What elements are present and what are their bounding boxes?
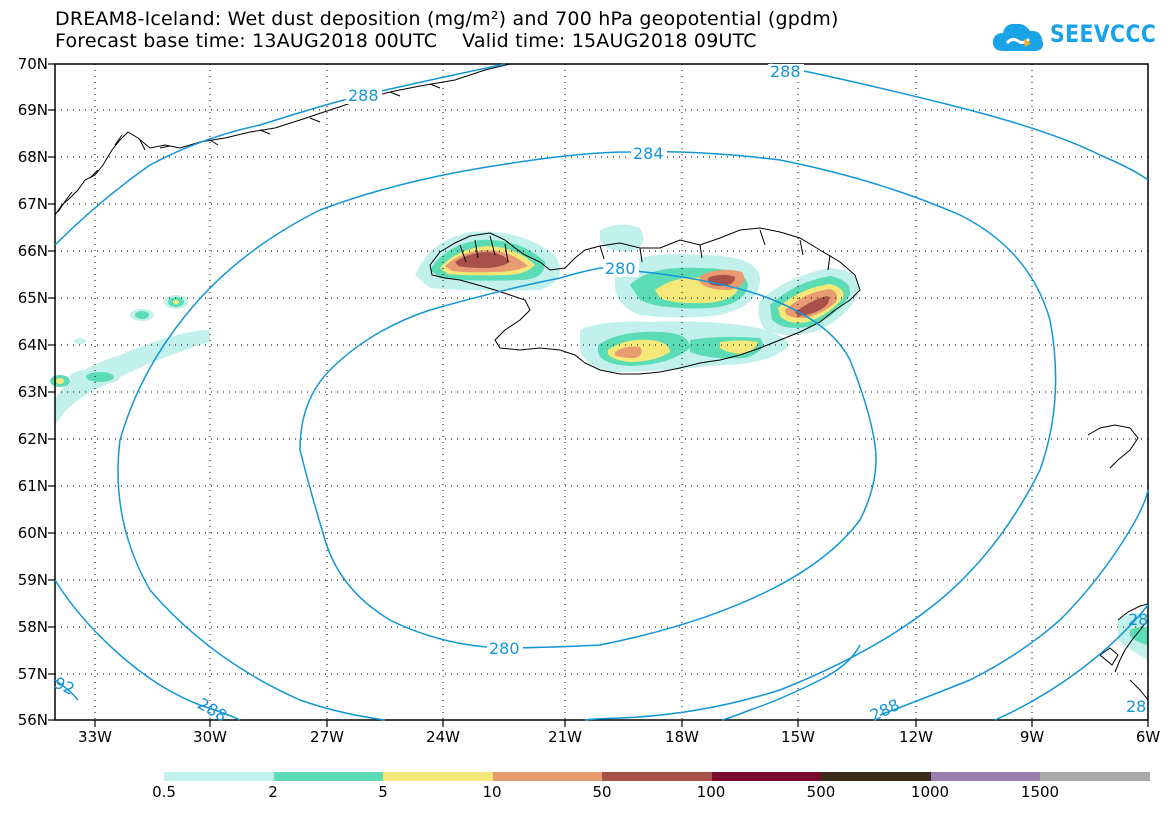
- lon-label: 21W: [548, 728, 582, 746]
- lat-label: 67N: [17, 195, 48, 213]
- legend-swatch: [602, 772, 712, 781]
- coastlines: [54, 63, 1149, 701]
- lon-label: 18W: [665, 728, 699, 746]
- lat-label: 61N: [17, 477, 48, 495]
- lon-label: 30W: [193, 728, 227, 746]
- contour-label: 288: [194, 694, 230, 726]
- lon-label: 33W: [78, 728, 112, 746]
- lat-label: 69N: [17, 101, 48, 119]
- axis-ticks: [48, 63, 1149, 727]
- lat-label: 59N: [17, 571, 48, 589]
- legend-swatch: [273, 772, 384, 781]
- lat-label: 58N: [17, 618, 48, 636]
- legend-swatch: [711, 772, 822, 781]
- legend-swatch: [383, 772, 493, 781]
- lat-label: 63N: [17, 383, 48, 401]
- lat-label: 62N: [17, 430, 48, 448]
- legend-swatch: [164, 772, 274, 781]
- legend-label: 2: [268, 783, 278, 801]
- lon-label: 24W: [426, 728, 460, 746]
- legend-label: 100: [696, 783, 726, 801]
- graticule: [55, 64, 1148, 720]
- legend-swatch: [821, 772, 931, 781]
- legend-label: 50: [592, 783, 612, 801]
- legend-swatch: [930, 772, 1041, 781]
- contour-label: 280: [605, 259, 636, 278]
- lon-label: 9W: [1019, 728, 1045, 746]
- legend-label: 5: [378, 783, 388, 801]
- legend-swatch: [492, 772, 603, 781]
- legend-label: 10: [482, 783, 502, 801]
- cloud-logo-icon: [992, 23, 1043, 51]
- map-title: DREAM8-Iceland: Wet dust deposition (mg/…: [55, 8, 839, 30]
- legend-label: 500: [806, 783, 836, 801]
- lat-label: 68N: [17, 148, 48, 166]
- lon-label: 6W: [1135, 728, 1161, 746]
- lat-label: 60N: [17, 524, 48, 542]
- lat-label: 70N: [17, 55, 48, 73]
- lat-label: 64N: [17, 336, 48, 354]
- legend-label: 1500: [1020, 783, 1060, 801]
- contour-label: 28: [1128, 610, 1148, 629]
- legend-label: 0.5: [152, 783, 176, 801]
- map-subtitle: Forecast base time: 13AUG2018 00UTC Vali…: [55, 30, 757, 52]
- lat-label: 57N: [17, 665, 48, 683]
- lon-label: 15W: [781, 728, 815, 746]
- dust-deposition-field: [50, 224, 1148, 660]
- lon-label: 12W: [899, 728, 933, 746]
- contour-labels: 288 288 284 280 280 288 288 92 28 28: [51, 62, 1148, 726]
- logo-text: SEEVCCC: [1050, 20, 1157, 48]
- contour-label: 288: [348, 86, 379, 105]
- lat-label: 65N: [17, 289, 48, 307]
- lon-label: 27W: [310, 728, 344, 746]
- lat-label: 56N: [17, 711, 48, 729]
- contour-label: 28: [1126, 697, 1146, 716]
- legend-label: 1000: [910, 783, 950, 801]
- contour-label: 288: [770, 62, 801, 81]
- legend-swatch: [1040, 772, 1150, 781]
- geopotential-contours: [54, 63, 1149, 721]
- contour-label: 284: [633, 144, 664, 163]
- lat-label: 66N: [17, 242, 48, 260]
- contour-label: 280: [489, 639, 520, 658]
